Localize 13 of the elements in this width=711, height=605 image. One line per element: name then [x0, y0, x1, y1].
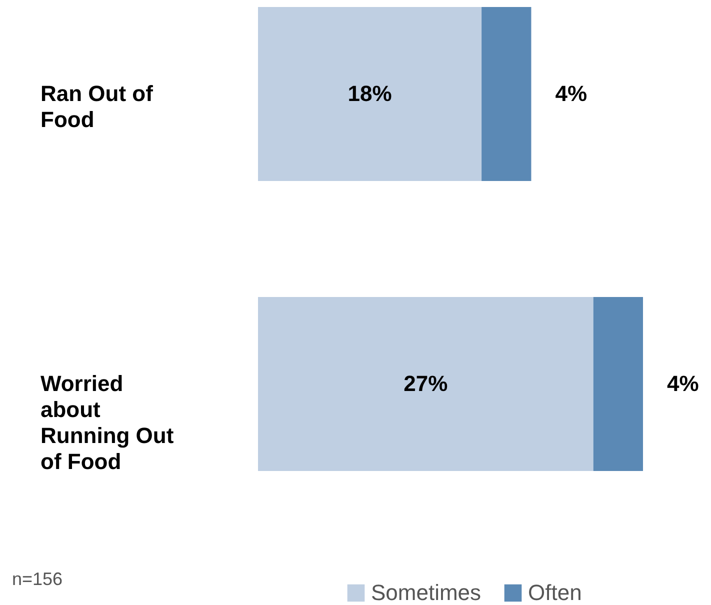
bar	[258, 297, 594, 471]
bar	[482, 7, 532, 181]
data-label: 18%	[348, 81, 392, 106]
data-label: 4%	[555, 81, 588, 106]
data-label: 27%	[404, 371, 448, 396]
legend-label: Often	[528, 580, 582, 605]
bar	[593, 297, 643, 471]
text: n=156	[12, 569, 63, 589]
legend-label: Sometimes	[371, 580, 482, 605]
y-tick-label: Worried about Running Out of Food	[40, 371, 174, 474]
y-tick-label: Ran Out of Food	[40, 81, 154, 132]
bar	[258, 7, 482, 181]
data-label: 4%	[667, 371, 699, 396]
